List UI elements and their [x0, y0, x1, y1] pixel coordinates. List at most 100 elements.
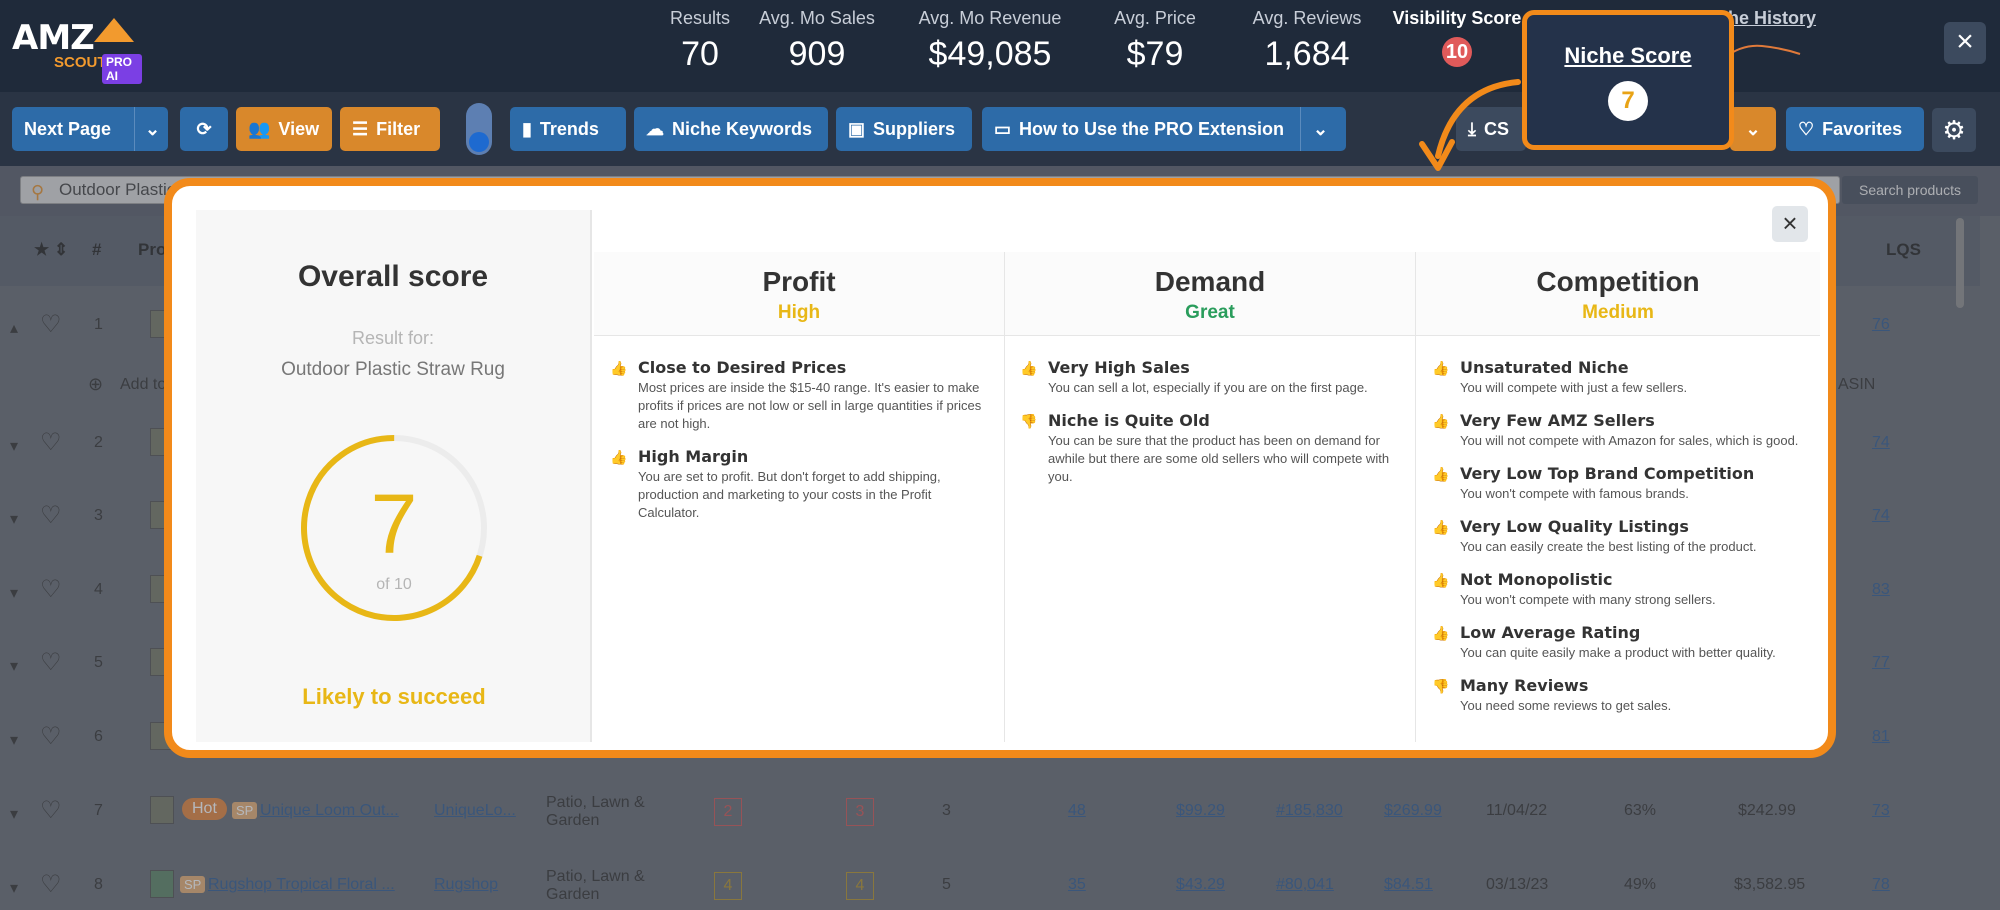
thumbs-down-icon: 👎 [1432, 678, 1450, 694]
criterion-item: 👎 Many Reviews You need some reviews to ge… [1432, 676, 1808, 715]
criterion-item: 👍 Not Monopolistic You won't compete with … [1432, 570, 1808, 609]
csv-button[interactable]: ⤓ CS [1456, 107, 1526, 151]
niche-score-card[interactable]: Niche Score 7 [1522, 10, 1734, 150]
criterion-description: You need some reviews to get sales. [1460, 698, 1672, 713]
refresh-button[interactable]: ⟳ [180, 107, 228, 151]
stat-results: Results 70 [669, 8, 731, 73]
column-divider [1415, 252, 1416, 742]
niche-name: Outdoor Plastic Straw Rug [281, 359, 505, 380]
expand-icon[interactable]: ▾ [10, 511, 19, 528]
criterion-item: 👍 Very Low Quality Listings You can easily… [1432, 517, 1808, 556]
expand-icon[interactable]: ▾ [10, 438, 19, 455]
niche-history-link[interactable]: che History [1718, 8, 1817, 28]
criterion-description: You can be sure that the product has bee… [1048, 433, 1390, 484]
stat-avg-price: Avg. Price $79 [1114, 8, 1196, 73]
heart-icon[interactable]: ♡ [40, 649, 62, 676]
collapse-icon[interactable]: ▴ [10, 320, 19, 337]
next-page-button[interactable]: Next Page ⌄ [12, 107, 168, 151]
overall-score-panel: Overall score Result for: Outdoor Plasti… [196, 210, 592, 742]
score-gauge [301, 435, 487, 621]
favorites-button[interactable]: ♡ Favorites [1786, 107, 1924, 151]
filter-button[interactable]: ☰ Filter [340, 107, 440, 151]
heart-icon[interactable]: ♡ [40, 797, 62, 824]
expand-icon[interactable]: ▾ [10, 806, 19, 823]
competition-criteria: 👍 Unsaturated Niche You will compete with … [1432, 358, 1808, 729]
result-for-label: Result for: [351, 328, 435, 348]
thumbs-up-icon: 👍 [1432, 360, 1450, 376]
stat-visibility-score[interactable]: Visibility Score 10 [1392, 8, 1522, 67]
niche-score-modal: Overall score Result for: Outdoor Plasti… [164, 178, 1836, 758]
demand-criteria: 👍 Very High Sales You can sell a lot, espe… [1020, 358, 1396, 500]
thumbs-up-icon: 👍 [1020, 360, 1038, 376]
product-name-link[interactable]: Rugshop Tropical Floral ... [208, 876, 395, 893]
expand-icon[interactable]: ▾ [10, 585, 19, 602]
table-row[interactable]: ▾ ♡ 7 Hot SP Unique Loom Out... UniqueLo… [10, 794, 1890, 829]
view-button[interactable]: 👥 View [236, 107, 332, 151]
product-column-header[interactable]: Pro [138, 240, 167, 259]
cloud-icon: ☁ [646, 119, 664, 139]
export-dropdown-button[interactable]: ⌄ [1730, 107, 1776, 151]
mode-toggle[interactable] [466, 103, 492, 155]
expand-icon[interactable]: ▾ [10, 732, 19, 749]
book-icon: ▭ [994, 119, 1012, 139]
criterion-item: 👍 Close to Desired Prices Most prices are … [610, 358, 986, 433]
table-row[interactable]: ⊕ Add to ASIN [88, 374, 1876, 394]
table-row[interactable]: ▾ ♡ 4 83 [10, 575, 1890, 603]
verdict-label: Likely to succeed [302, 684, 486, 709]
product-thumbnail[interactable] [150, 796, 174, 824]
criterion-item: 👍 Very Low Top Brand Competition You won't… [1432, 464, 1808, 503]
settings-button[interactable]: ⚙ [1932, 108, 1976, 152]
thumbs-up-icon: 👍 [1432, 572, 1450, 588]
criterion-description: You can sell a lot, especially if you ar… [1048, 380, 1368, 395]
criterion-item: 👎 Niche is Quite Old You can be sure that … [1020, 411, 1396, 486]
criterion-item: 👍 Very High Sales You can sell a lot, espe… [1020, 358, 1396, 397]
heart-icon[interactable]: ♡ [40, 311, 62, 338]
niche-keywords-button[interactable]: ☁ Niche Keywords [634, 107, 828, 151]
product-name-link[interactable]: Unique Loom Out... [260, 802, 399, 819]
visibility-score-badge: 10 [1442, 37, 1472, 67]
thumbs-up-icon: 👍 [1432, 519, 1450, 535]
stat-avg-mo-revenue: Avg. Mo Revenue $49,085 [918, 8, 1062, 73]
criterion-title: Very High Sales [1048, 358, 1190, 377]
criterion-description: You won't compete with famous brands. [1460, 486, 1689, 501]
lqs-column-header[interactable]: LQS [1886, 240, 1921, 259]
close-modal-button[interactable]: × [1772, 206, 1808, 242]
brand-link[interactable]: UniqueLo... [434, 802, 516, 819]
criterion-description: You will compete with just a few sellers… [1460, 380, 1688, 395]
filter-icon: ☰ [352, 119, 369, 139]
niche-score-badge: 7 [1608, 81, 1648, 121]
table-scrollbar[interactable] [1956, 218, 1964, 308]
hot-badge: Hot [182, 798, 227, 820]
close-extension-button[interactable]: × [1944, 22, 1986, 64]
suppliers-button[interactable]: ▣ Suppliers [836, 107, 972, 151]
heart-icon[interactable]: ♡ [40, 502, 62, 529]
amzscout-logo: AMZ SCOUT PRO AI [12, 18, 142, 84]
product-thumbnail[interactable] [150, 870, 174, 898]
score-of: of 10 [376, 576, 412, 593]
search-icon: ⚲ [31, 182, 45, 202]
criterion-title: Very Low Quality Listings [1460, 517, 1689, 536]
criterion-description: You won't compete with many strong selle… [1460, 592, 1716, 607]
star-column-header[interactable]: ★ ⇕ [34, 240, 68, 260]
add-circle-icon[interactable]: ⊕ [88, 374, 104, 394]
chevron-down-icon[interactable]: ⌄ [134, 107, 160, 151]
criterion-item: 👍 Very Few AMZ Sellers You will not compet… [1432, 411, 1808, 450]
expand-icon[interactable]: ▾ [10, 880, 19, 897]
brand-link[interactable]: Rugshop [434, 876, 499, 893]
table-row[interactable]: ▾ ♡ 8 SP Rugshop Tropical Floral ... Rug… [10, 868, 1890, 903]
heart-icon[interactable]: ♡ [40, 871, 62, 898]
refresh-icon: ⟳ [196, 119, 212, 139]
expand-icon[interactable]: ▾ [10, 658, 19, 675]
heart-icon[interactable]: ♡ [40, 429, 62, 456]
how-to-use-button[interactable]: ▭ How to Use the PRO Extension ⌄ [982, 107, 1346, 151]
trends-button[interactable]: ▮ Trends [510, 107, 626, 151]
heart-icon[interactable]: ♡ [40, 723, 62, 750]
niche-history-sparkline [1723, 44, 1801, 59]
criterion-item: 👍 Low Average Rating You can quite easily … [1432, 623, 1808, 662]
heart-icon[interactable]: ♡ [40, 576, 62, 603]
criterion-title: Unsaturated Niche [1460, 358, 1629, 377]
search-products-button[interactable]: Search products [1842, 176, 1978, 204]
criterion-description: You will not compete with Amazon for sal… [1460, 433, 1799, 448]
sponsored-badge: SP [180, 876, 206, 893]
chevron-down-icon[interactable]: ⌄ [1300, 107, 1328, 151]
